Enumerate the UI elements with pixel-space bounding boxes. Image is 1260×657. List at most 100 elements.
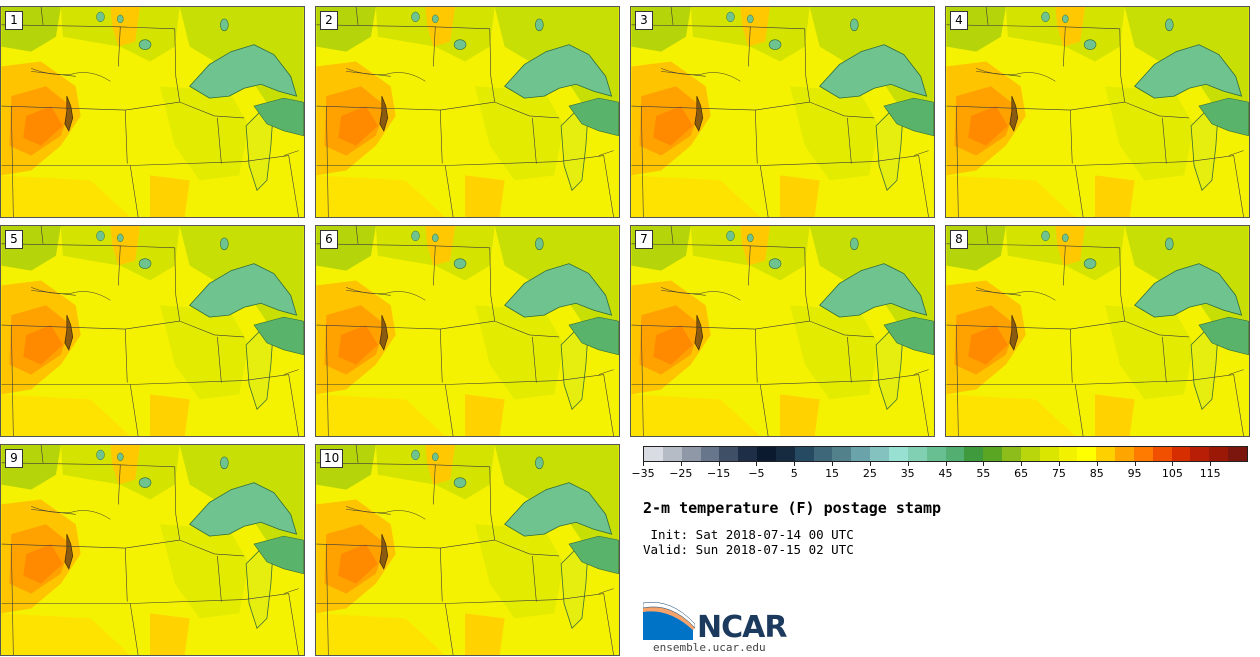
temperature-map	[946, 226, 1249, 436]
member-number-label: 5	[5, 230, 23, 249]
colorbar-tick-label: 25	[862, 467, 877, 480]
colorbar-swatch	[1058, 447, 1078, 461]
colorbar-swatch	[1190, 447, 1210, 461]
colorbar-swatch	[832, 447, 852, 461]
init-time: Init: Sat 2018-07-14 00 UTC	[643, 527, 854, 542]
member-panel-4: 4	[945, 6, 1250, 218]
colorbar-tick-label: 35	[900, 467, 915, 480]
member-panel-3: 3	[630, 6, 935, 218]
colorbar-swatch	[719, 447, 739, 461]
colorbar-tick-label: 85	[1089, 467, 1104, 480]
colorbar-tick-label: 15	[825, 467, 840, 480]
colorbar-tick-label: 5	[790, 467, 798, 480]
member-number-label: 6	[320, 230, 338, 249]
ncar-logo-text: NCAR	[697, 610, 787, 645]
colorbar-swatch	[888, 447, 908, 461]
temperature-map	[1, 445, 304, 655]
colorbar-tick	[1134, 462, 1136, 466]
plot-title: 2-m temperature (F) postage stamp	[643, 499, 942, 517]
member-number-label: 10	[320, 449, 344, 468]
member-panel-7: 7	[630, 225, 935, 437]
colorbar-tick	[718, 462, 720, 466]
colorbar-swatch	[945, 447, 965, 461]
colorbar-tick	[1021, 462, 1023, 466]
temperature-map	[316, 7, 619, 217]
colorbar-tick	[907, 462, 909, 466]
colorbar-tick-label: −15	[707, 467, 731, 480]
colorbar-swatch	[1209, 447, 1229, 461]
colorbar-swatch	[983, 447, 1003, 461]
temperature-map	[1, 226, 304, 436]
colorbar-tick	[869, 462, 871, 466]
colorbar-swatch	[907, 447, 927, 461]
member-panel-5: 5	[0, 225, 305, 437]
colorbar-tick-label: −35	[631, 467, 655, 480]
member-number-label: 7	[635, 230, 653, 249]
colorbar-swatch	[813, 447, 833, 461]
colorbar-swatch	[1115, 447, 1134, 461]
colorbar-tick-label: 45	[938, 467, 953, 480]
colorbar-tick	[680, 462, 682, 466]
colorbar-swatch	[1228, 447, 1247, 461]
ncar-swoosh-icon	[643, 601, 695, 640]
colorbar-swatch	[775, 447, 795, 461]
colorbar-ticks: −35 −25 −15 −5 5 15 25 35 45 55 65 75 85 95 105 115	[631, 462, 1248, 482]
colorbar-tick-label: −5	[748, 467, 765, 480]
colorbar-swatch	[1171, 447, 1191, 461]
colorbar-swatch	[1039, 447, 1059, 461]
member-panel-6: 6	[315, 225, 620, 437]
colorbar-tick	[756, 462, 758, 466]
member-panel-2: 2	[315, 6, 620, 218]
member-number-label: 9	[5, 449, 23, 468]
colorbar-swatch	[738, 447, 758, 461]
temperature-map	[631, 7, 934, 217]
colorbar-tick-label: −25	[669, 467, 693, 480]
colorbar-tick	[794, 462, 796, 466]
colorbar-swatch	[1096, 447, 1116, 461]
temperature-colorbar: −35 −25 −15 −5 5 15 25 35 45 55 65 75 85 95 105 115	[631, 446, 1249, 486]
member-panel-8: 8	[945, 225, 1250, 437]
ncar-logo: NCAR ensemble.ucar.edu	[643, 600, 803, 656]
colorbar-tick	[832, 462, 834, 466]
colorbar-tick	[643, 462, 644, 466]
colorbar-tick	[983, 462, 985, 466]
colorbar-tick-label: 75	[1051, 467, 1066, 480]
member-number-label: 8	[950, 230, 968, 249]
member-number-label: 1	[5, 11, 23, 30]
colorbar-swatch	[1077, 447, 1097, 461]
temperature-map	[946, 7, 1249, 217]
colorbar-tick-label: 55	[976, 467, 991, 480]
colorbar-tick-label: 105	[1161, 467, 1183, 480]
temperature-map	[1, 7, 304, 217]
colorbar-tick	[945, 462, 947, 466]
valid-time: Valid: Sun 2018-07-15 02 UTC	[643, 542, 854, 557]
colorbar-tick	[1210, 462, 1212, 466]
colorbar-tick	[1058, 462, 1060, 466]
colorbar-swatch	[964, 447, 984, 461]
member-number-label: 2	[320, 11, 338, 30]
colorbar-swatch	[1152, 447, 1172, 461]
member-panel-10: 10	[315, 444, 620, 656]
colorbar-tick	[1096, 462, 1098, 466]
colorbar-swatch	[1002, 447, 1021, 461]
colorbar-swatch	[851, 447, 871, 461]
temperature-map	[631, 226, 934, 436]
colorbar-swatch	[662, 447, 682, 461]
ensemble-url: ensemble.ucar.edu	[653, 641, 766, 654]
colorbar-swatches	[643, 446, 1248, 462]
colorbar-swatch	[681, 447, 701, 461]
temperature-map	[316, 226, 619, 436]
colorbar-swatch	[1020, 447, 1040, 461]
colorbar-swatch	[700, 447, 720, 461]
member-number-label: 3	[635, 11, 653, 30]
temperature-map	[316, 445, 619, 655]
member-panel-1: 1	[0, 6, 305, 218]
colorbar-tick-label: 65	[1014, 467, 1029, 480]
colorbar-swatch	[794, 447, 814, 461]
colorbar-swatch	[870, 447, 889, 461]
member-number-label: 4	[950, 11, 968, 30]
colorbar-swatch	[757, 447, 776, 461]
colorbar-swatch	[644, 447, 663, 461]
colorbar-tick-label: 115	[1199, 467, 1221, 480]
colorbar-tick-label: 95	[1127, 467, 1142, 480]
